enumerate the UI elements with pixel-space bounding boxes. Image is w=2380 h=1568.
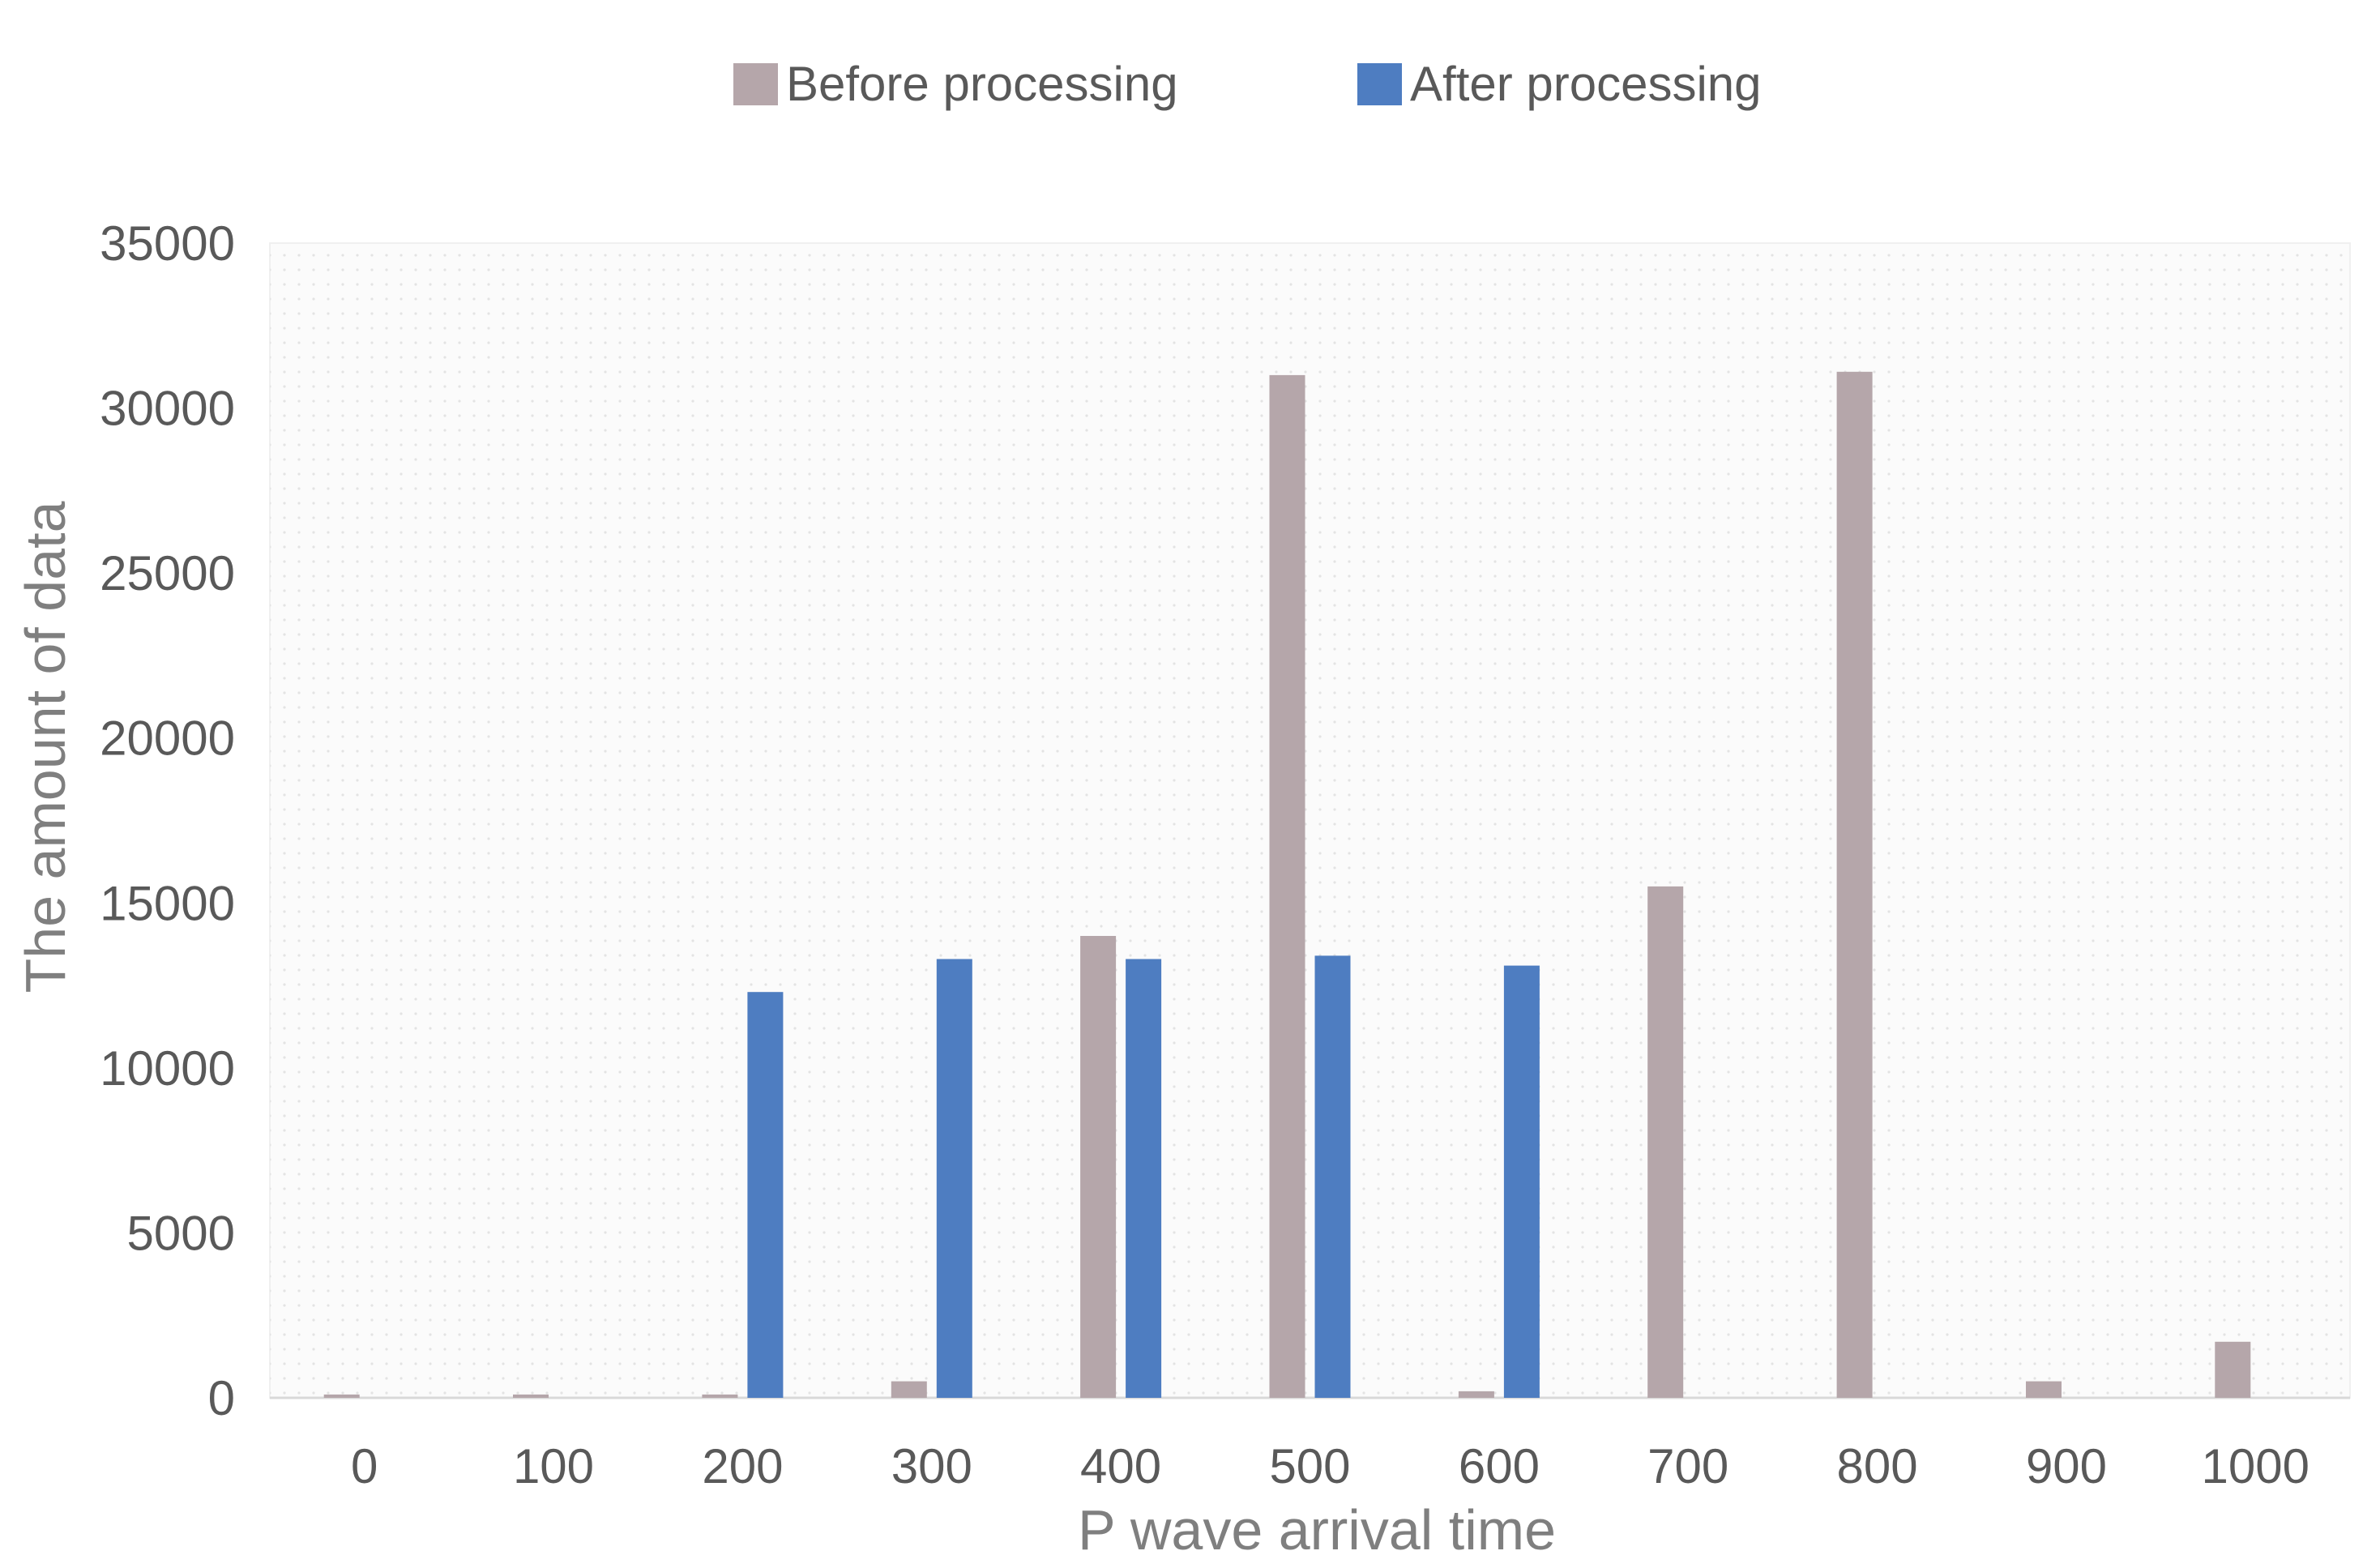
y-tick-label: 5000 xyxy=(127,1206,235,1260)
y-axis-title: The amount of data xyxy=(14,501,77,993)
y-tick-label: 20000 xyxy=(100,711,235,766)
bar-before-900 xyxy=(2026,1381,2062,1398)
legend-label-before: Before processing xyxy=(786,57,1178,111)
x-tick-label: 300 xyxy=(891,1439,972,1493)
plot-area-texture xyxy=(270,243,2350,1398)
x-tick-label: 500 xyxy=(1269,1439,1350,1493)
bar-before-200 xyxy=(702,1394,738,1398)
bar-before-800 xyxy=(1836,371,1873,1398)
bar-after-600 xyxy=(1503,965,1540,1398)
x-tick-labels: 0 100 200 300 400 500 600 700 800 900 1000 xyxy=(351,1439,2309,1493)
y-tick-label: 10000 xyxy=(100,1041,235,1096)
legend-label-after: After processing xyxy=(1410,57,1762,111)
x-tick-label: 400 xyxy=(1080,1439,1161,1493)
y-tick-labels: 0 5000 10000 15000 20000 25000 30000 35000 xyxy=(100,216,235,1425)
x-tick-label: 1000 xyxy=(2202,1439,2309,1493)
x-tick-label: 600 xyxy=(1459,1439,1540,1493)
bar-before-400 xyxy=(1080,936,1117,1398)
bar-before-700 xyxy=(1647,886,1684,1398)
bar-before-300 xyxy=(891,1381,927,1398)
legend: Before processing After processing xyxy=(733,57,1762,111)
legend-swatch-after xyxy=(1357,63,1402,105)
y-tick-label: 35000 xyxy=(100,216,235,271)
bar-after-400 xyxy=(1126,959,1162,1398)
bar-after-300 xyxy=(936,959,972,1398)
bar-before-0 xyxy=(323,1394,360,1398)
x-tick-label: 100 xyxy=(513,1439,594,1493)
x-tick-label: 200 xyxy=(702,1439,783,1493)
x-tick-label: 0 xyxy=(351,1439,378,1493)
bar-after-500 xyxy=(1314,955,1351,1398)
x-tick-label: 800 xyxy=(1837,1439,1918,1493)
x-axis-title: P wave arrival time xyxy=(1078,1498,1556,1562)
x-tick-label: 900 xyxy=(2026,1439,2107,1493)
bar-after-200 xyxy=(747,992,784,1398)
bar-before-1000 xyxy=(2215,1341,2251,1398)
y-tick-label: 0 xyxy=(208,1371,235,1425)
bar-before-600 xyxy=(1458,1391,1494,1398)
legend-swatch-before xyxy=(733,63,778,105)
bar-before-500 xyxy=(1269,374,1305,1398)
bar-before-100 xyxy=(513,1394,549,1398)
bars-group xyxy=(323,371,2251,1398)
y-tick-label: 30000 xyxy=(100,382,235,436)
y-tick-label: 25000 xyxy=(100,546,235,600)
y-tick-label: 15000 xyxy=(100,876,235,930)
x-tick-label: 700 xyxy=(1647,1439,1728,1493)
